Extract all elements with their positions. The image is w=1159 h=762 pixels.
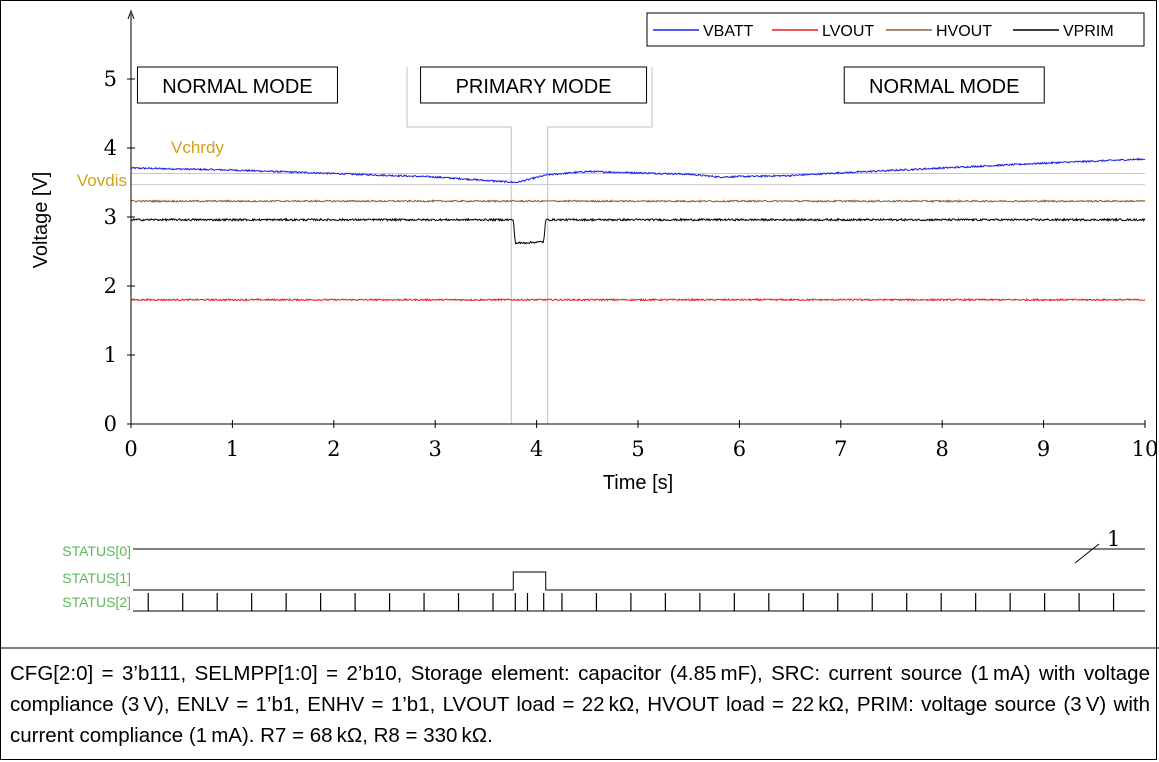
x-tick-label: 0 — [124, 437, 137, 461]
status0-value-note: 1 — [1107, 527, 1120, 551]
y-tick-label: 5 — [104, 67, 117, 91]
x-tick-label: 7 — [834, 437, 847, 461]
mode-box-frame — [843, 66, 1045, 104]
mode-box-frame — [420, 66, 648, 104]
y-axis-arrow — [127, 9, 135, 20]
series-line-hvout — [130, 199, 1146, 204]
x-tick-label: 1 — [226, 437, 239, 461]
status-label-2: STATUS[2] — [62, 594, 131, 610]
mode-guides — [406, 67, 653, 424]
x-tick-label: 10 — [1132, 437, 1159, 461]
voltage-chart: Vchrdy Vovdis 0 1 2 3 4 5 6 7 8 9 10 0 1 2 3 4 5 Time [s] V… — [0, 9, 1159, 649]
status-timing-diagram: STATUS[0] STATUS[1] STATUS[2] 1 — [62, 527, 1145, 612]
mode-box-label: NORMAL MODE — [162, 76, 312, 98]
legend-label-hvout: HVOUT — [936, 23, 992, 40]
x-axis-title: Time [s] — [603, 472, 673, 494]
legend: VBATT LVOUT HVOUT VPRIM — [646, 12, 1145, 47]
legend-label-vbatt: VBATT — [703, 23, 754, 40]
legend-label-lvout: LVOUT — [822, 23, 874, 40]
legend-label-vprim: VPRIM — [1063, 23, 1114, 40]
series-line-vbatt — [130, 157, 1146, 184]
mode-box-frame — [136, 66, 338, 104]
primary-window-right-guide — [547, 67, 653, 424]
mode-box: PRIMARY MODE — [420, 66, 648, 104]
status0-slash — [1074, 543, 1100, 564]
threshold-label-vchrdy: Vchrdy — [171, 138, 224, 157]
y-tick-label: 1 — [104, 343, 117, 367]
mode-box-label: NORMAL MODE — [869, 76, 1019, 98]
x-tick-label: 2 — [327, 437, 340, 461]
threshold-lines: Vchrdy Vovdis — [77, 138, 1145, 190]
series-line-vprim — [130, 217, 1146, 245]
y-tick-label: 3 — [104, 205, 117, 229]
x-tick-label: 4 — [530, 437, 543, 461]
status-label-0: STATUS[0] — [62, 543, 131, 559]
x-tick-label: 5 — [631, 437, 644, 461]
x-tick-label: 6 — [733, 437, 746, 461]
x-tick-label: 9 — [1037, 437, 1050, 461]
threshold-label-vovdis: Vovdis — [77, 171, 127, 190]
x-tick-label: 8 — [936, 437, 949, 461]
mode-box: NORMAL MODE — [843, 66, 1045, 104]
axes: 0 1 2 3 4 5 6 7 8 9 10 0 1 2 3 4 5 Time [s] Voltage [V] — [30, 9, 1159, 494]
primary-window-left-guide — [406, 67, 512, 424]
series-layer — [130, 157, 1146, 302]
status1-trace — [133, 571, 1145, 591]
mode-box: NORMAL MODE — [136, 66, 338, 104]
series-line-lvout — [130, 297, 1146, 302]
y-tick-label: 4 — [104, 136, 117, 160]
mode-boxes: NORMAL MODE PRIMARY MODE NORMAL MODE — [136, 66, 1045, 104]
status-label-1: STATUS[1] — [62, 570, 131, 586]
y-tick-label: 0 — [104, 412, 117, 436]
y-axis-title: Voltage [V] — [30, 172, 52, 269]
mode-box-label: PRIMARY MODE — [456, 76, 612, 98]
y-tick-label: 2 — [104, 274, 117, 298]
caption-box: CFG[2:0] = 3’b111, SELMPP[1:0] = 2’b10, … — [10, 662, 1150, 747]
x-tick-label: 3 — [429, 437, 442, 461]
